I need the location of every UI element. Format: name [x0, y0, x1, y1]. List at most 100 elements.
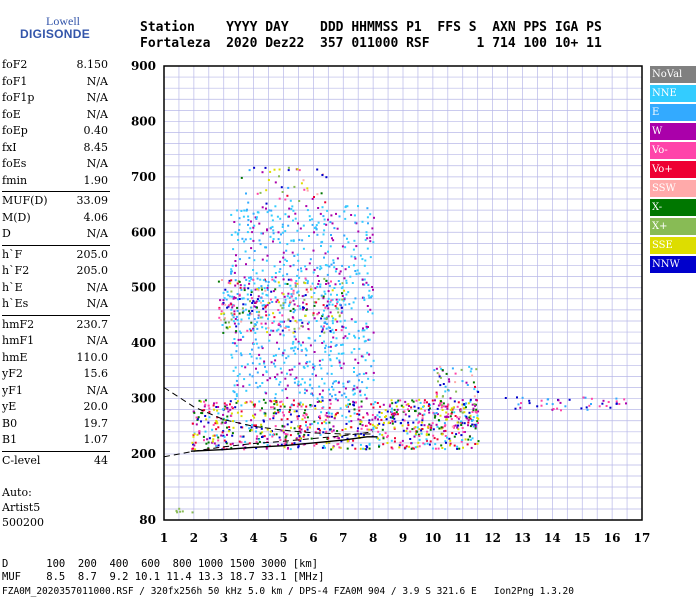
echo-point — [343, 319, 346, 322]
echo-point — [298, 276, 301, 279]
echo-point — [451, 367, 454, 370]
param-row: yF1 N/A — [2, 384, 108, 398]
echo-point — [220, 310, 223, 313]
echo-point — [305, 362, 308, 365]
param-name: hmE — [2, 350, 28, 364]
echo-point — [368, 296, 371, 299]
echo-point — [223, 408, 226, 411]
echo-point — [330, 372, 333, 375]
echo-point — [299, 401, 302, 404]
echo-point — [330, 364, 333, 367]
echo-point — [213, 442, 216, 445]
echo-point — [417, 441, 420, 444]
echo-point — [342, 336, 345, 339]
param-name: h`E — [2, 280, 23, 294]
echo-point — [382, 423, 385, 426]
echo-point — [262, 300, 265, 302]
echo-point — [299, 227, 302, 230]
echo-point — [323, 277, 326, 280]
echo-point — [298, 429, 301, 432]
echo-point — [318, 280, 320, 282]
echo-point — [306, 365, 309, 368]
echo-point — [314, 404, 317, 407]
echo-point — [248, 328, 251, 331]
param-value: 230.7 — [76, 317, 109, 331]
echo-point — [230, 412, 233, 415]
echo-point — [203, 400, 206, 403]
echo-point — [259, 191, 262, 194]
echo-point — [287, 278, 290, 281]
echo-point — [458, 416, 461, 419]
echo-point — [365, 327, 368, 330]
echo-point — [282, 302, 285, 305]
echo-point — [306, 361, 309, 363]
echo-point — [427, 405, 430, 407]
echo-point — [469, 417, 472, 420]
echo-point — [461, 403, 464, 406]
echo-point — [382, 403, 385, 406]
echo-point — [286, 418, 289, 420]
echo-point — [264, 305, 267, 308]
echo-point — [466, 417, 469, 420]
echo-point — [344, 326, 347, 329]
echo-point — [439, 402, 442, 405]
echo-point — [228, 429, 231, 431]
echo-point — [248, 442, 251, 445]
echo-point — [446, 405, 449, 408]
echo-point — [368, 428, 371, 431]
echo-point — [192, 435, 195, 438]
echo-point — [316, 397, 319, 400]
echo-point — [358, 272, 361, 275]
echo-point — [238, 293, 241, 296]
echo-point — [284, 301, 287, 304]
echo-point — [355, 401, 357, 404]
echo-point — [346, 237, 348, 240]
echo-point — [233, 338, 236, 340]
echo-point — [465, 406, 467, 409]
echo-point — [443, 422, 446, 425]
echo-point — [248, 256, 251, 259]
x-tick-label: 9 — [399, 531, 407, 545]
echo-point — [322, 215, 325, 218]
echo-point — [262, 398, 265, 401]
echo-point — [357, 329, 360, 332]
echo-point — [390, 410, 393, 413]
echo-point — [259, 409, 262, 412]
echo-point — [313, 420, 316, 423]
echo-point — [421, 417, 424, 420]
echo-point — [273, 168, 276, 171]
echo-point — [311, 223, 314, 226]
echo-point — [369, 308, 372, 311]
echo-point — [397, 399, 400, 402]
echo-point — [358, 409, 361, 412]
echo-point — [250, 321, 253, 324]
echo-point — [298, 238, 301, 241]
echo-point — [276, 373, 279, 376]
echo-point — [469, 400, 472, 403]
echo-point — [430, 426, 433, 429]
echo-point — [315, 320, 318, 322]
echo-point — [249, 400, 252, 403]
echo-point — [293, 442, 296, 445]
echo-point — [293, 309, 296, 312]
echo-point — [250, 419, 253, 422]
echo-point — [297, 268, 300, 271]
param-value: 44 — [94, 453, 108, 467]
echo-point — [454, 424, 457, 427]
echo-point — [300, 182, 303, 185]
echo-point — [467, 421, 470, 424]
echo-point — [282, 414, 285, 417]
param-name: M(D) — [2, 210, 31, 224]
x-tick-label: 7 — [339, 531, 347, 545]
echo-point — [339, 320, 342, 323]
echo-point — [439, 376, 442, 379]
echo-point — [255, 437, 258, 440]
echo-point — [295, 376, 298, 379]
echo-point — [279, 381, 282, 384]
echo-point — [261, 269, 264, 272]
echo-point — [286, 384, 289, 387]
echo-point — [372, 241, 375, 244]
echo-point — [232, 420, 234, 423]
echo-point — [233, 322, 236, 325]
echo-point — [247, 201, 250, 204]
